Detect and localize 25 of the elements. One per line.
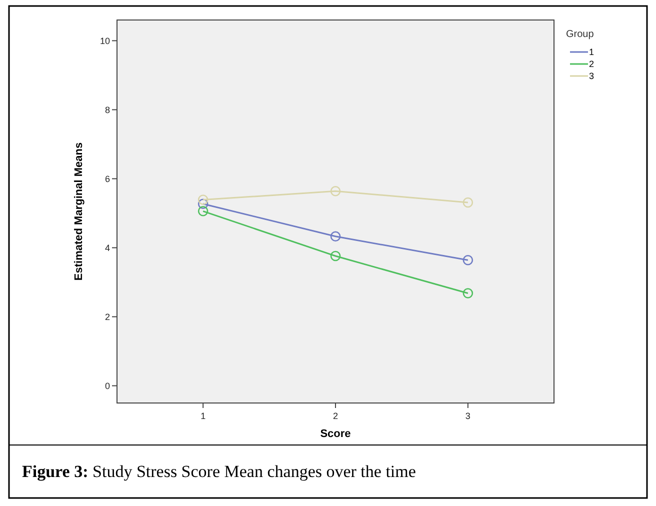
x-tick-label: 3: [465, 411, 470, 421]
legend-label: 3: [589, 71, 594, 82]
legend-label: 2: [589, 59, 594, 70]
point: [198, 198, 208, 210]
y-tick-label: 8: [104, 104, 110, 115]
legend-label: 1: [589, 47, 594, 58]
point: [462, 197, 474, 208]
point: [198, 194, 208, 205]
x-tick-label: 2: [332, 411, 338, 421]
y-tick-label: 6: [104, 174, 110, 184]
y-tick-label: 10: [100, 36, 110, 46]
y-tick-label: 4: [104, 242, 110, 253]
y-axis-title: Estimated Marginal Means: [73, 142, 85, 281]
x-tick-label: 1: [200, 411, 206, 421]
point: [198, 206, 208, 216]
text: Figure 3: Study Stress Score Mean changes over the time: [22, 462, 416, 481]
point: [330, 231, 341, 242]
point: [330, 250, 341, 262]
y-tick-label: 0: [104, 380, 110, 391]
point: [462, 288, 474, 298]
point: [462, 255, 474, 266]
y-tick-label: 2: [104, 312, 110, 322]
x-axis-title: Score: [320, 428, 351, 440]
point: [330, 186, 341, 196]
legend-title: Group: [566, 29, 594, 40]
